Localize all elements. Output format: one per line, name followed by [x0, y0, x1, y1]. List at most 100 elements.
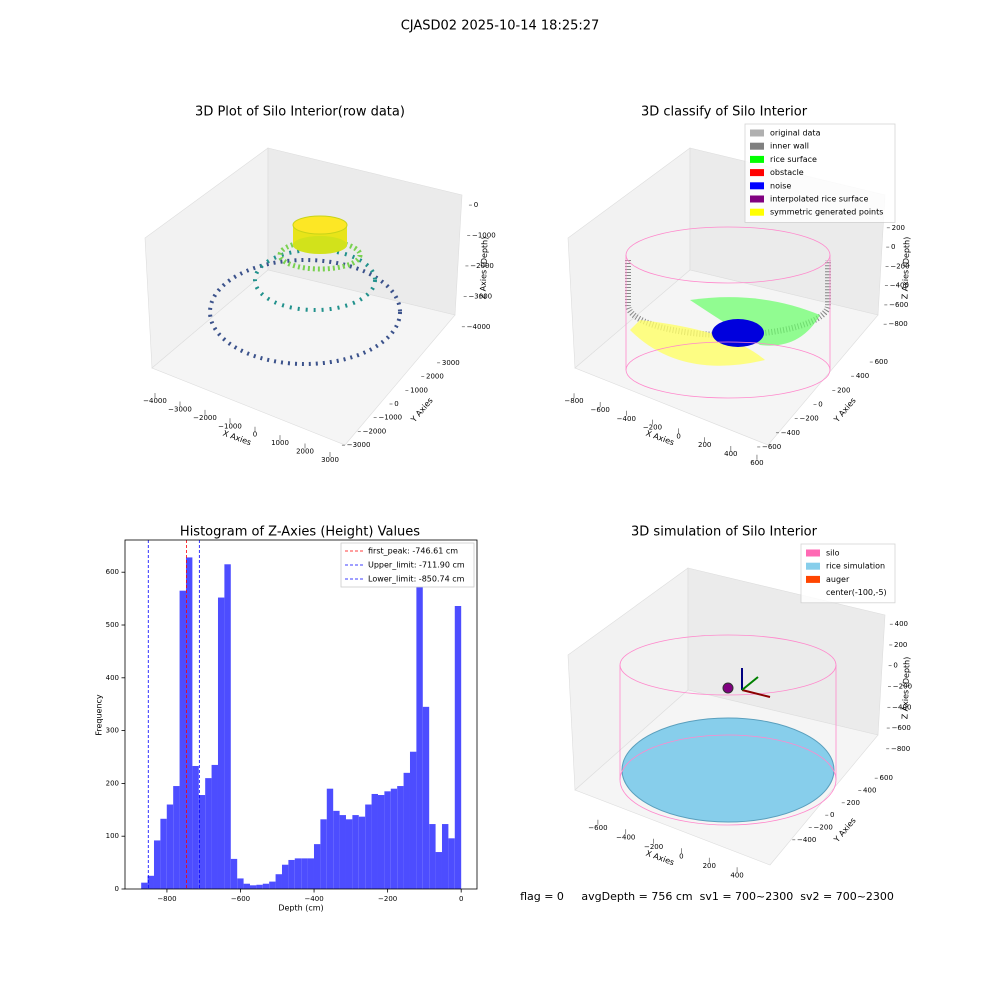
y-tick-label: 600 — [880, 774, 893, 782]
auger-axis — [741, 689, 771, 698]
bar — [237, 878, 244, 889]
x-tick-label: −3000 — [168, 405, 192, 413]
y-tick-label: −200 — [814, 824, 833, 832]
legend-swatch — [750, 155, 764, 163]
plot-frame — [124, 539, 478, 890]
y-tick-label: 600 — [106, 568, 119, 576]
bar — [256, 884, 263, 889]
y-tick-label: 400 — [106, 674, 119, 682]
y-tick-label: 3000 — [442, 359, 460, 367]
legend-swatch — [806, 589, 820, 597]
x-tick-label: −800 — [564, 397, 583, 405]
bar — [377, 795, 385, 889]
bar — [224, 564, 231, 889]
y-tick-label: 300 — [106, 727, 119, 735]
bar — [448, 838, 455, 889]
legend-label: center(-100,-5) — [826, 588, 887, 597]
bar — [416, 585, 423, 889]
x-tick-label: −600 — [231, 895, 250, 903]
x-tick-label: 200 — [698, 441, 711, 449]
x-tick-label: 400 — [724, 450, 737, 458]
legend-label: noise — [770, 181, 791, 190]
y-tick-label: 600 — [875, 358, 888, 366]
bar — [397, 786, 404, 889]
bar — [185, 557, 193, 889]
legend-swatch — [750, 142, 764, 150]
legend-label: rice surface — [770, 155, 817, 164]
bar — [275, 874, 282, 889]
bar — [179, 590, 186, 889]
z-tick-label: 0 — [891, 243, 895, 251]
y-tick-label: 100 — [106, 832, 119, 840]
points-ring — [277, 238, 363, 272]
legend-box — [340, 542, 475, 588]
bar — [365, 804, 372, 889]
chart-title: 3D classify of Silo Interior — [641, 105, 808, 120]
y-tick-label: 2000 — [426, 373, 444, 381]
x-tick-label: −2000 — [193, 414, 217, 422]
z-tick-label: 0 — [893, 662, 897, 670]
bar — [141, 882, 148, 889]
chart-title: 3D simulation of Silo Interior — [631, 525, 818, 540]
bar — [198, 795, 206, 889]
legend-swatch — [806, 575, 820, 583]
z-tick-label: 200 — [892, 224, 905, 232]
y-tick-label: 1000 — [410, 386, 428, 394]
legend-label: auger — [826, 575, 850, 584]
x-tick-label: 1000 — [271, 439, 289, 447]
legend-swatch — [750, 169, 764, 177]
z-tick-label: −800 — [888, 320, 907, 328]
bar — [403, 772, 410, 889]
legend-label: first_peak: -746.61 cm — [368, 547, 458, 556]
y-tick-label: 200 — [847, 799, 860, 807]
bar — [333, 810, 340, 889]
legend-label: inner wall — [770, 142, 809, 151]
panel-4-scene — [567, 567, 886, 866]
y-tick-label: 400 — [863, 787, 876, 795]
z-tick-label: −400 — [890, 282, 909, 290]
legend-swatch — [806, 549, 820, 557]
bar — [441, 824, 449, 889]
bar — [230, 858, 238, 889]
bar — [301, 858, 308, 889]
legend-label: Upper_limit: -711.90 cm — [368, 561, 465, 570]
bar — [339, 815, 346, 889]
bar — [294, 858, 302, 889]
bar — [371, 793, 378, 889]
x-tick-label: −400 — [616, 833, 635, 841]
panel-1-scene — [144, 147, 463, 446]
z-tick-label: −400 — [892, 703, 911, 711]
x-tick-label: 0 — [679, 852, 683, 860]
bar — [390, 788, 398, 889]
z-tick-label: −2000 — [470, 262, 494, 270]
bar — [288, 859, 295, 889]
bar — [429, 824, 436, 889]
y-tick-label: −2000 — [363, 427, 387, 435]
bar — [307, 858, 314, 889]
x-tick-label: −800 — [157, 895, 176, 903]
legend-swatch — [806, 562, 820, 570]
bar — [281, 864, 289, 889]
bar — [217, 597, 225, 889]
x-tick-label: −200 — [644, 843, 663, 851]
y-tick-label: −400 — [797, 836, 816, 844]
bar — [358, 816, 366, 889]
bar — [249, 885, 257, 889]
z-tick-label: −200 — [893, 683, 912, 691]
legend-label: interpolated rice surface — [770, 195, 868, 204]
x-tick-label: 200 — [703, 862, 716, 870]
inner-wall — [625, 260, 831, 338]
cylinder-top — [292, 215, 348, 235]
y-tick-label: 400 — [856, 372, 869, 380]
x-tick-label: −600 — [588, 824, 607, 832]
bar — [166, 804, 174, 889]
z-tick-label: −600 — [892, 724, 911, 732]
figure-title: CJASD02 2025-10-14 18:25:27 — [401, 19, 600, 34]
z-tick-label: −200 — [890, 262, 909, 270]
status-text: flag = 0 avgDepth = 756 cm sv1 = 700~230… — [520, 890, 894, 903]
bar — [160, 818, 167, 889]
rice-surface — [621, 717, 835, 823]
y-tick-label: 0 — [394, 400, 398, 408]
x-tick-label: 400 — [730, 871, 743, 879]
